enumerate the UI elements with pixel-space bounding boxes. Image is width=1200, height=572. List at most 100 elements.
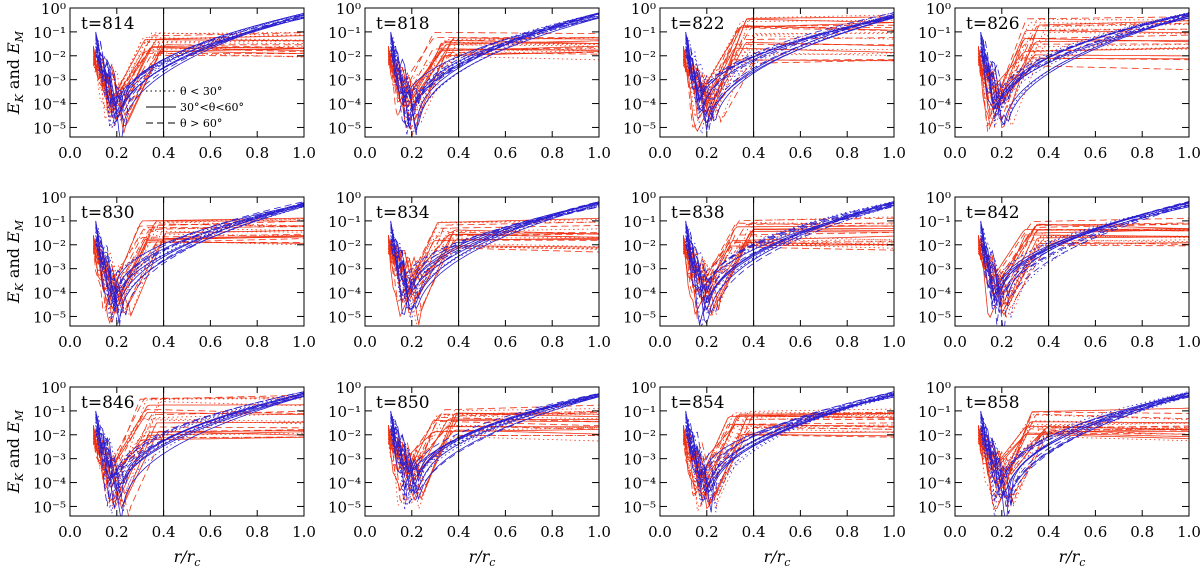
- kinetic-curve: [388, 425, 599, 475]
- magnetic-curve: [390, 17, 599, 122]
- y-tick-label: 10⁻³: [623, 261, 656, 279]
- kinetic-curve: [388, 233, 599, 284]
- kinetic-curve: [978, 428, 1189, 501]
- magnetic-curve: [390, 12, 599, 120]
- kinetic-curve: [93, 418, 304, 492]
- y-tick-label: 10⁻⁴: [623, 285, 656, 303]
- kinetic-curve: [683, 222, 894, 289]
- magnetic-curve: [685, 201, 894, 288]
- y-tick-label: 10⁻⁵: [33, 308, 66, 326]
- magnetic-curve: [95, 204, 304, 312]
- y-tick-label: 10⁻³: [328, 451, 361, 469]
- magnetic-curve: [95, 201, 304, 288]
- y-tick-label: 10⁻²: [33, 427, 66, 445]
- magnetic-curve: [685, 395, 894, 486]
- x-tick-label: 0.0: [353, 523, 377, 541]
- plot-frame: [659, 196, 895, 327]
- kinetic-curve: [978, 235, 1189, 316]
- magnetic-curve: [390, 394, 599, 498]
- magnetic-curve: [95, 13, 304, 107]
- plot-frame: [69, 7, 305, 138]
- magnetic-curve: [95, 15, 304, 128]
- magnetic-curve: [95, 14, 304, 123]
- kinetic-curve: [388, 32, 599, 103]
- kinetic-curve: [388, 221, 599, 303]
- x-tick-label: 0.4: [447, 144, 471, 162]
- kinetic-curve: [978, 50, 1189, 103]
- kinetic-curve: [683, 242, 894, 295]
- kinetic-curve: [683, 422, 894, 497]
- kinetic-curve: [388, 219, 599, 299]
- kinetic-curve: [388, 415, 599, 476]
- y-tick-label: 10⁻³: [33, 451, 66, 469]
- magnetic-curve: [390, 393, 599, 473]
- kinetic-curve: [683, 425, 894, 510]
- magnetic-curve: [685, 13, 894, 126]
- y-tick-label: 10⁻⁴: [328, 96, 361, 114]
- magnetic-curve: [390, 205, 599, 303]
- y-tick-label: 10⁻³: [623, 451, 656, 469]
- plot-frame: [364, 386, 600, 517]
- magnetic-curve: [685, 16, 894, 122]
- magnetic-curve: [95, 395, 304, 492]
- kinetic-curve: [93, 429, 304, 516]
- y-tick-label: 10⁰: [336, 189, 361, 207]
- x-tick-label: 0.0: [353, 144, 377, 162]
- panel-2: 0.0 0.2 0.4 0.6 0.8 1.0 10⁻⁵ 10⁻⁴ 10⁻³ 10⁻² 10⁻¹ 10…: [328, 0, 611, 162]
- kinetic-curve: [978, 425, 1189, 470]
- kinetic-curve: [683, 426, 894, 503]
- x-tick-label: 0.2: [400, 144, 424, 162]
- kinetic-curve: [978, 217, 1189, 276]
- kinetic-curve: [683, 225, 894, 303]
- x-tick-label: 1.0: [1177, 144, 1200, 162]
- y-tick-label: 10⁻³: [918, 72, 951, 90]
- y-tick-label: 10⁻¹: [918, 213, 951, 231]
- kinetic-curve: [93, 396, 304, 505]
- y-tick-label: 10⁻⁵: [328, 498, 361, 516]
- magnetic-curve: [980, 394, 1189, 496]
- y-tick-label: 10⁻³: [33, 261, 66, 279]
- kinetic-curve: [683, 415, 894, 481]
- panel-time-label: t=842: [966, 203, 1020, 223]
- x-tick-label: 0.6: [788, 144, 812, 162]
- x-tick-label: 1.0: [292, 333, 316, 351]
- magnetic-curve: [95, 13, 304, 109]
- x-tick-label: 0.8: [835, 523, 859, 541]
- kinetic-curve: [683, 18, 894, 123]
- x-tick-label: 0.0: [58, 333, 82, 351]
- kinetic-curve: [93, 412, 304, 469]
- x-tick-label: 0.6: [788, 333, 812, 351]
- magnetic-curve: [685, 203, 894, 290]
- y-tick-label: 10⁻⁵: [33, 119, 66, 137]
- kinetic-curve: [978, 236, 1189, 317]
- kinetic-curve: [388, 410, 599, 482]
- x-tick-label: 0.6: [493, 144, 517, 162]
- y-tick-label: 10⁰: [631, 0, 656, 18]
- x-tick-label: 0.2: [990, 333, 1014, 351]
- magnetic-curve: [980, 11, 1189, 122]
- y-tick-label: 10⁻³: [918, 261, 951, 279]
- curves-group: [388, 393, 599, 511]
- y-tick-label: 10⁻²: [623, 427, 656, 445]
- kinetic-curve: [93, 219, 304, 292]
- x-tick-label: 0.8: [245, 144, 269, 162]
- magnetic-curve: [685, 12, 894, 100]
- kinetic-curve: [978, 422, 1189, 478]
- x-tick-label: 0.0: [943, 523, 967, 541]
- magnetic-curve: [95, 203, 304, 303]
- x-tick-label: 0.4: [1037, 333, 1061, 351]
- x-tick-label: 1.0: [587, 144, 611, 162]
- kinetic-curve: [388, 37, 599, 121]
- magnetic-curve: [980, 392, 1189, 507]
- kinetic-curve: [978, 433, 1189, 479]
- kinetic-curve: [388, 217, 599, 304]
- magnetic-curve: [390, 203, 599, 312]
- y-tick-label: 10⁻⁴: [918, 96, 951, 114]
- magnetic-curve: [390, 12, 599, 119]
- x-tick-label: 1.0: [292, 523, 316, 541]
- panel-time-label: t=826: [966, 14, 1020, 34]
- curves-group: [978, 11, 1189, 133]
- kinetic-curve: [978, 239, 1189, 279]
- x-tick-label: 0.4: [742, 333, 766, 351]
- kinetic-curve: [978, 427, 1189, 494]
